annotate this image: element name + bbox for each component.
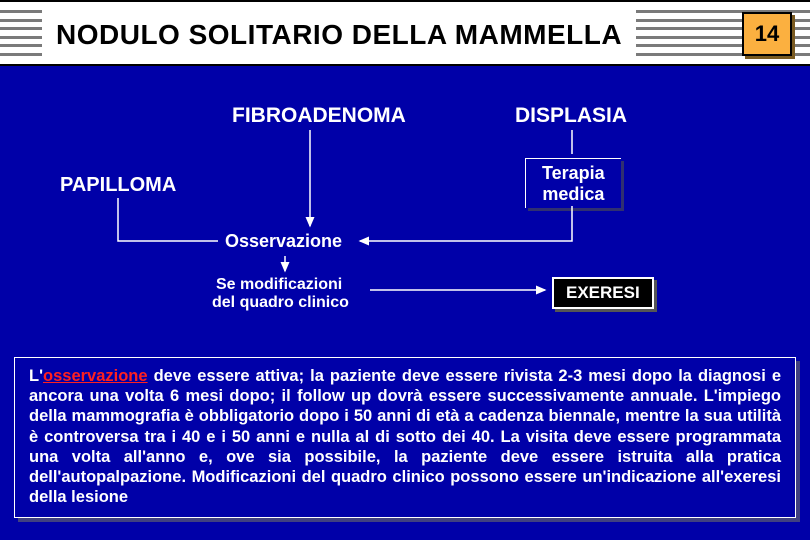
page-title: NODULO SOLITARIO DELLA MAMMELLA xyxy=(56,19,622,51)
page-number: 14 xyxy=(755,21,779,47)
page-number-box: 14 xyxy=(742,12,792,56)
label-terapia-1: Terapia xyxy=(542,163,605,183)
label-modif-2: del quadro clinico xyxy=(212,294,349,311)
node-terapia: Terapia medica xyxy=(525,158,621,208)
label-papilloma: PAPILLOMA xyxy=(60,174,176,196)
label-displasia: DISPLASIA xyxy=(515,104,627,127)
node-papilloma: PAPILLOMA xyxy=(60,174,176,197)
label-terapia-2: medica xyxy=(542,184,604,204)
explanation-prefix: L' xyxy=(29,367,43,385)
flowchart: FIBROADENOMA DISPLASIA PAPILLOMA Terapia… xyxy=(0,66,810,366)
label-osservazione: Osservazione xyxy=(225,231,342,251)
explanation-box: L'osservazione deve essere attiva; la pa… xyxy=(14,357,796,518)
explanation-highlight: osservazione xyxy=(43,367,148,385)
label-fibroadenoma: FIBROADENOMA xyxy=(232,104,406,127)
explanation-body: deve essere attiva; la paziente deve ess… xyxy=(29,367,781,506)
node-exeresi: EXERESI xyxy=(552,277,654,309)
title-plate: NODULO SOLITARIO DELLA MAMMELLA xyxy=(42,10,636,60)
node-fibroadenoma: FIBROADENOMA xyxy=(232,104,406,128)
label-exeresi: EXERESI xyxy=(566,283,640,302)
node-displasia: DISPLASIA xyxy=(515,104,627,128)
title-bar: NODULO SOLITARIO DELLA MAMMELLA 14 xyxy=(0,0,810,66)
node-modif-l1: Se modificazioni xyxy=(216,276,342,294)
node-osservazione: Osservazione xyxy=(225,231,342,252)
label-modif-1: Se modificazioni xyxy=(216,276,342,293)
node-modif-l2: del quadro clinico xyxy=(212,294,349,312)
